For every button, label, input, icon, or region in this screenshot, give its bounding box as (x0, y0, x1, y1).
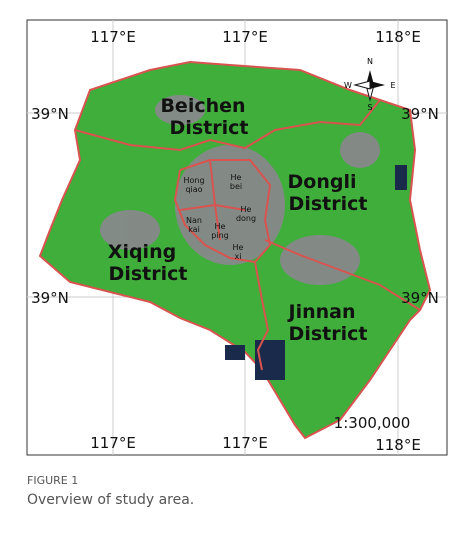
urban-district-name: He (233, 243, 244, 252)
longitude-label: 117°E (90, 28, 136, 46)
latitude-label: 39°N (31, 105, 69, 123)
compass-w: W (344, 81, 352, 90)
latitude-label: 39°N (401, 289, 439, 307)
scale: 1:300,000 (334, 414, 411, 432)
district-name: Dongli (288, 171, 357, 193)
urban-district-name: He (231, 173, 242, 182)
urban-district-name: Hong (183, 176, 204, 185)
urban-district-name: Nan (186, 216, 202, 225)
urban-district-name: qiao (185, 185, 202, 194)
urban-area (100, 95, 380, 285)
urban-district-name: kai (188, 225, 200, 234)
urban-district-name: dong (236, 214, 256, 223)
district-name: District (289, 193, 368, 215)
compass-s: S (367, 103, 372, 112)
district-boundary (74, 99, 421, 371)
urban-district-name: bei (230, 182, 242, 191)
longitude-label: 117°E (222, 434, 268, 452)
longitude-label: 118°E (375, 28, 421, 46)
latitude-label: 39°N (31, 289, 69, 307)
latitude-label: 39°N (401, 105, 439, 123)
district-name: Xiqing (108, 241, 176, 263)
urban-district-name: ping (211, 231, 228, 240)
urban-district-name: He (241, 205, 252, 214)
longitude-label: 118°E (375, 436, 421, 454)
district-name: District (109, 263, 188, 285)
district-name: District (170, 117, 249, 139)
figure-caption: Overview of study area. (27, 492, 194, 508)
longitude-label: 117°E (90, 434, 136, 452)
compass-n: N (367, 57, 373, 66)
urban-district-name: xi (235, 252, 242, 261)
compass-e: E (390, 81, 395, 90)
urban-district-name: He (215, 222, 226, 231)
figure-label: FIGURE 1 (27, 474, 78, 487)
district-name: District (289, 323, 368, 345)
district-name: Beichen (160, 95, 245, 117)
longitude-label: 117°E (222, 28, 268, 46)
district-name: Jinnan (287, 301, 356, 323)
compass: N S W E (344, 57, 395, 112)
